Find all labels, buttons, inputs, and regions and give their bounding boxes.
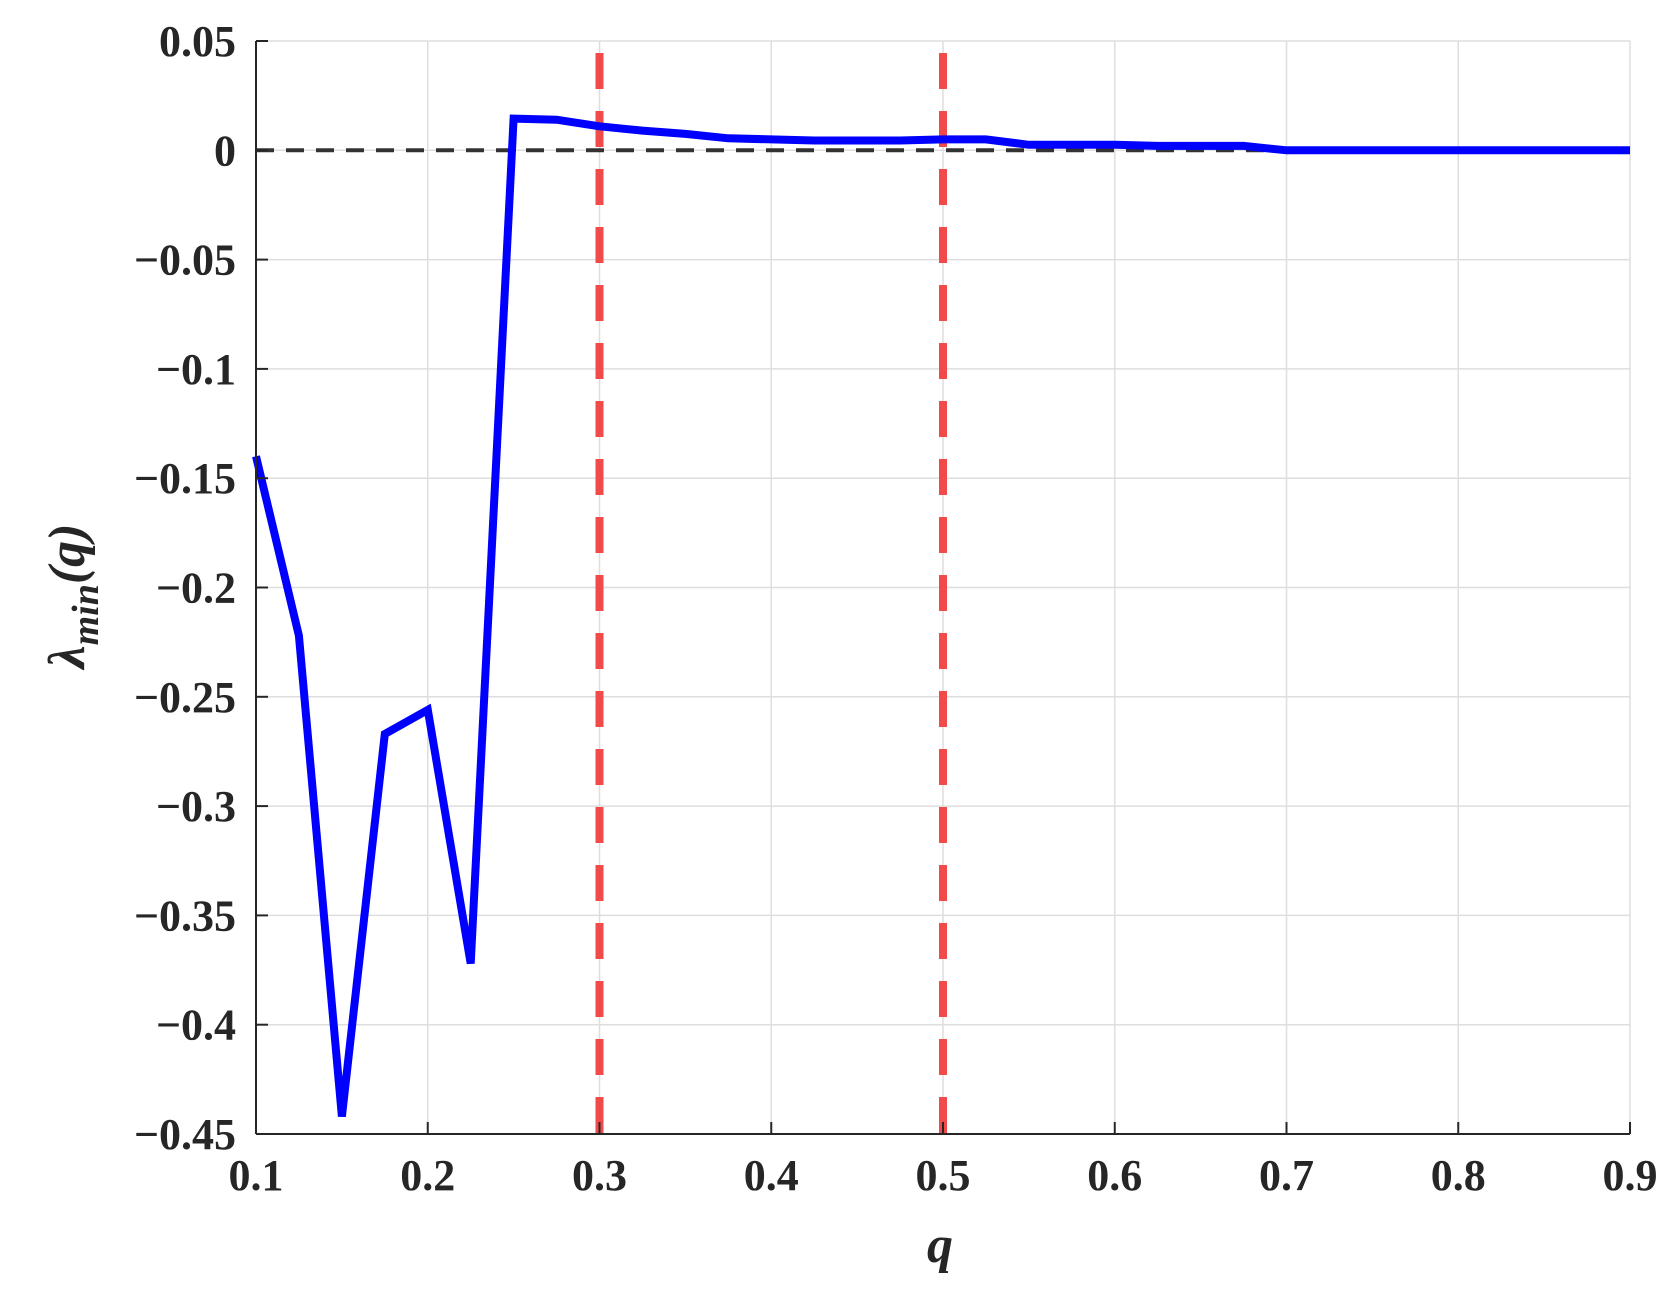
x-tick-label-6: 0.7: [1259, 1151, 1314, 1200]
y-tick-label-2: −0.05: [134, 236, 236, 285]
y-tick-label-4: −0.15: [134, 454, 236, 503]
y-tick-label-3: −0.1: [156, 345, 236, 394]
y-axis-title-base: λ: [39, 645, 96, 670]
x-tick-label-4: 0.5: [916, 1151, 971, 1200]
x-tick-label-1: 0.2: [400, 1151, 455, 1200]
y-tick-label-10: −0.45: [134, 1110, 236, 1159]
y-tick-label-6: −0.25: [134, 673, 236, 722]
series-line-0: [252, 114, 1630, 1117]
y-tick-label-1: 0: [214, 126, 236, 175]
x-tick-label-0: 0.1: [229, 1151, 284, 1200]
y-axis-title: λmin(q): [39, 524, 107, 671]
x-tick-label-2: 0.3: [572, 1151, 627, 1200]
x-tick-label-5: 0.6: [1087, 1151, 1142, 1200]
series-group: [252, 114, 1630, 1117]
y-tick-label-0: 0.05: [159, 17, 236, 66]
x-tick-label-3: 0.4: [744, 1151, 799, 1200]
y-tick-label-8: −0.35: [134, 891, 236, 940]
x-tick-label-8: 0.9: [1603, 1151, 1658, 1200]
y-tick-label-5: −0.2: [156, 564, 236, 613]
x-tick-labels: 0.1 0.2 0.3 0.4 0.5 0.6 0.7 0.8 0.9: [229, 1151, 1658, 1200]
y-tick-labels: 0.05 0 −0.05 −0.1 −0.15 −0.2 −0.25 −0.3 −0.35 −0.…: [134, 17, 236, 1159]
y-axis-title-suffix: (q): [39, 524, 96, 585]
y-tick-label-9: −0.4: [156, 1001, 236, 1050]
x-axis-title: q: [927, 1217, 953, 1274]
y-axis-title-subscript: min: [65, 584, 107, 645]
axes: [255, 40, 1631, 1135]
x-tick-label-7: 0.8: [1431, 1151, 1486, 1200]
y-tick-label-7: −0.3: [156, 782, 236, 831]
